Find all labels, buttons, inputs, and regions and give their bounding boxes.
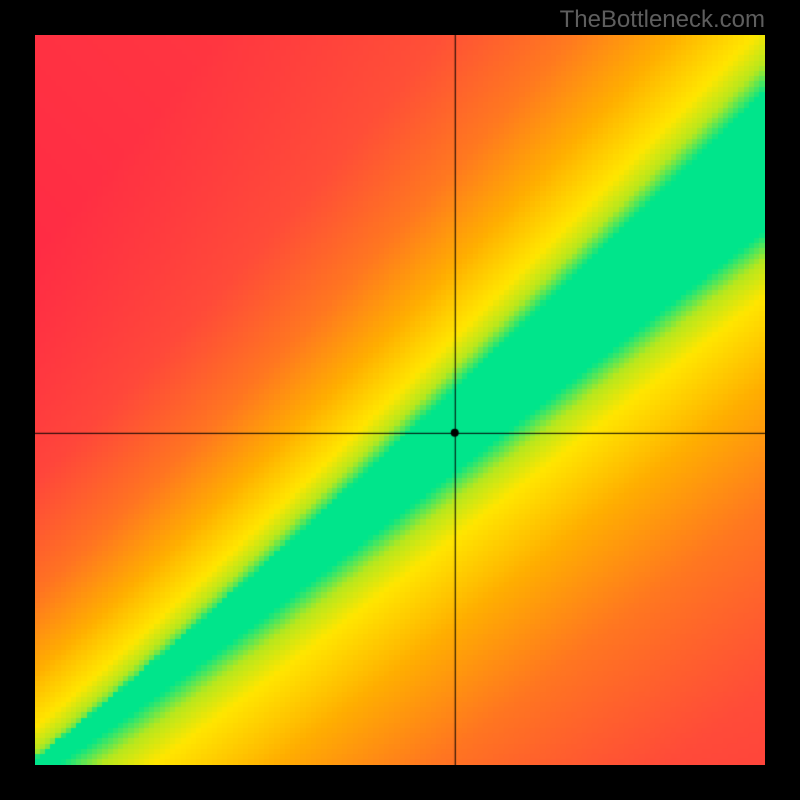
- bottleneck-heatmap: [35, 35, 765, 765]
- chart-container: TheBottleneck.com: [0, 0, 800, 800]
- watermark-text: TheBottleneck.com: [560, 6, 765, 34]
